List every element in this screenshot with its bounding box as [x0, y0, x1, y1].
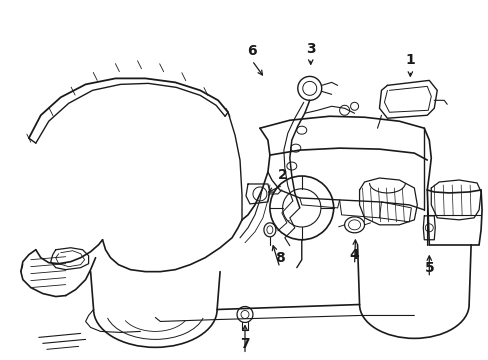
- Text: 4: 4: [349, 248, 359, 262]
- Text: 3: 3: [305, 41, 315, 55]
- Text: 2: 2: [277, 168, 287, 182]
- Text: 8: 8: [274, 251, 284, 265]
- Text: 1: 1: [405, 54, 414, 67]
- Text: 7: 7: [240, 337, 249, 351]
- Text: 5: 5: [424, 261, 433, 275]
- Text: 6: 6: [246, 44, 256, 58]
